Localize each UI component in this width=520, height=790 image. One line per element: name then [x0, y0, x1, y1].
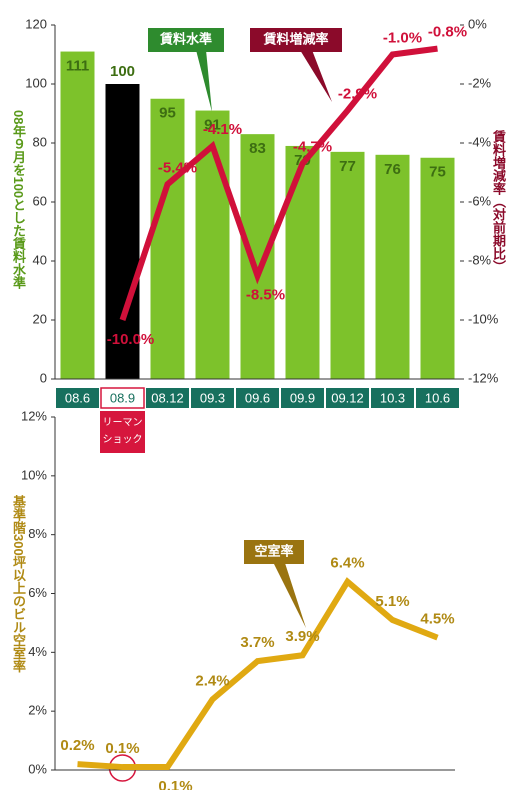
bar: [60, 51, 95, 380]
tick-label: -8%: [468, 252, 492, 267]
data-label: 0.1%: [105, 740, 139, 757]
data-label: -0.8%: [428, 24, 467, 41]
x-tick-label: 10.3: [380, 390, 405, 405]
tick-label: 20: [33, 311, 47, 326]
x-tick-box: [146, 388, 189, 408]
tick-label: 60: [33, 193, 47, 208]
callout-pointer: [272, 560, 306, 628]
x-tick-box: [236, 388, 279, 408]
data-label: -4.7%: [293, 139, 332, 156]
tick-label: 0: [40, 370, 47, 385]
data-label: 111: [66, 58, 89, 75]
data-label: 75: [429, 164, 446, 181]
bar: [150, 98, 185, 379]
x-tick-box: [416, 388, 459, 408]
bar: [330, 151, 365, 379]
bar: [105, 84, 140, 379]
callout-box: [244, 540, 304, 564]
x-tick-label: 09.12: [331, 390, 364, 405]
bar: [240, 134, 275, 379]
data-label: 3.7%: [240, 634, 274, 651]
x-tick-box: [371, 388, 414, 408]
y2-axis-label: 賃料増減率（対前期比）: [491, 130, 506, 273]
tick-label: 8%: [28, 526, 47, 541]
tick-label: -4%: [468, 134, 492, 149]
data-label: -5.4%: [158, 159, 197, 176]
x-tick-box: [100, 387, 145, 409]
data-label: -1.0%: [383, 29, 422, 46]
x-tick-label: 09.3: [200, 390, 225, 405]
tick-label: -12%: [468, 370, 499, 385]
annotation-box: [100, 411, 145, 453]
y-axis-label: 基準階300坪以上のビル空室率: [11, 495, 26, 673]
x-tick-box: [56, 388, 99, 408]
data-label: 76: [384, 161, 401, 178]
data-label: 4.5%: [420, 611, 454, 628]
tick-label: 100: [25, 75, 47, 90]
legend-entry: 賃料水準: [159, 31, 212, 46]
data-label: 3.9%: [285, 628, 319, 645]
line: [77, 577, 439, 771]
bar: [375, 154, 410, 379]
tick-label: 0%: [28, 761, 47, 776]
data-label: 2.4%: [195, 672, 229, 689]
tick-label: -10%: [468, 311, 499, 326]
x-tick-label: 08.9: [110, 390, 135, 405]
tick-label: 80: [33, 134, 47, 149]
x-tick-label: 08.12: [151, 390, 184, 405]
x-tick-label: 09.6: [245, 390, 270, 405]
data-label: 95: [159, 105, 176, 122]
callout-pointer: [196, 50, 212, 112]
data-label: -8.5%: [246, 287, 285, 304]
tick-label: 0%: [468, 16, 487, 31]
data-label: -4.1%: [203, 121, 242, 138]
x-tick-box: [326, 388, 369, 408]
callout-box: [148, 28, 224, 52]
x-tick-box: [191, 388, 234, 408]
tick-label: 40: [33, 252, 47, 267]
data-label: -10.0%: [107, 331, 155, 348]
tick-label: 4%: [28, 644, 47, 659]
data-label: 5.1%: [375, 593, 409, 610]
tick-label: -2%: [468, 75, 492, 90]
data-label: -2.9%: [338, 86, 377, 103]
x-tick-label: 09.9: [290, 390, 315, 405]
legend-entry: 賃料増減率: [262, 31, 328, 46]
callout-pointer: [300, 50, 332, 102]
annotation: ショック: [103, 434, 143, 446]
tick-label: 6%: [28, 585, 47, 600]
data-label: 0.1%: [158, 778, 192, 790]
data-label: 91: [204, 117, 221, 134]
tick-label: -6%: [468, 193, 492, 208]
data-label: 6.4%: [330, 555, 364, 572]
x-tick-label: 08.6: [65, 390, 90, 405]
annotation: リーマン: [103, 418, 143, 429]
bar: [285, 145, 320, 379]
line: [119, 45, 438, 321]
data-label: 0.2%: [60, 737, 94, 754]
tick-label: 10%: [21, 467, 47, 482]
data-label: 100: [110, 63, 135, 80]
x-tick-label: 10.6: [425, 390, 450, 405]
callout-box: [250, 28, 342, 52]
data-label: 83: [249, 140, 266, 157]
tick-label: 2%: [28, 703, 47, 718]
tick-label: 120: [25, 16, 47, 31]
y-axis-label: 08年９月を100とした賃料水準: [11, 110, 26, 290]
data-label: 77: [339, 158, 356, 175]
x-tick-box: [281, 388, 324, 408]
tick-label: 12%: [21, 408, 47, 423]
bar: [420, 157, 455, 379]
legend-entry: 空室率: [254, 543, 293, 558]
